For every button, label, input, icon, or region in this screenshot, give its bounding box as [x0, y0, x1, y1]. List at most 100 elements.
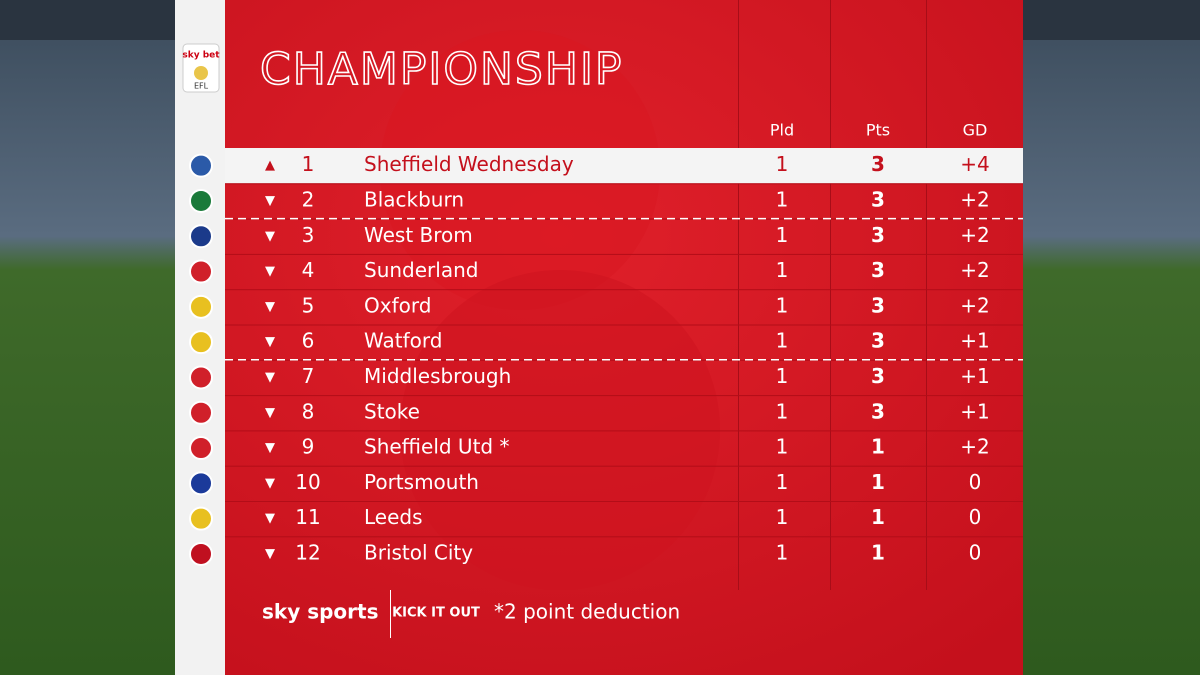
cell-pld: 1 — [776, 223, 789, 247]
team-name: Blackburn — [364, 187, 464, 211]
logo-text: sky bet — [182, 51, 220, 61]
position: 5 — [302, 293, 315, 317]
title: CHAMPIONSHIP — [260, 44, 623, 95]
team-name: Stoke — [364, 399, 420, 423]
cell-gd: 0 — [969, 505, 982, 529]
movement: ▼ — [265, 546, 275, 561]
cell-pld: 1 — [776, 152, 789, 176]
column-header: Pld — [770, 121, 794, 140]
cell-gd: +2 — [960, 223, 989, 247]
cell-pts: 3 — [871, 399, 885, 423]
team-badge — [189, 188, 213, 213]
cell-pts: 1 — [871, 435, 885, 459]
cell-pld: 1 — [776, 258, 789, 282]
position: 6 — [302, 329, 315, 353]
team-name: Middlesbrough — [364, 364, 511, 388]
team-badge — [189, 259, 213, 284]
cell-pts: 3 — [871, 223, 885, 247]
cell-pld: 1 — [776, 293, 789, 317]
cell-pld: 1 — [776, 540, 789, 564]
cell-pts: 3 — [871, 293, 885, 317]
team-badge — [189, 153, 213, 178]
row-highlight — [225, 148, 1023, 184]
team-badge — [189, 541, 213, 566]
cell-pld: 1 — [776, 470, 789, 494]
row-separator — [225, 430, 1023, 432]
cell-gd: +1 — [960, 364, 989, 388]
cell-gd: +4 — [960, 152, 989, 176]
team-name: West Brom — [364, 223, 473, 247]
cell-gd: +1 — [960, 399, 989, 423]
cell-pld: 1 — [776, 399, 789, 423]
divider — [830, 0, 831, 590]
movement: ▲ — [265, 158, 275, 173]
footer-divider — [390, 590, 391, 638]
team-badge — [189, 224, 213, 249]
movement: ▼ — [265, 511, 275, 526]
team-badge — [189, 400, 213, 425]
cell-pts: 3 — [871, 258, 885, 282]
position: 2 — [302, 187, 315, 211]
movement: ▼ — [265, 193, 275, 208]
panel-pattern — [400, 270, 720, 590]
table: Pld Pts GD ▲ 1 Sheffield Wednesday 1 3 +4 ▼ 2 Black… — [189, 121, 1023, 566]
logo-text: EFL — [194, 82, 209, 91]
row-separator — [225, 183, 1023, 185]
movement: ▼ — [265, 441, 275, 456]
cell-gd: +2 — [960, 293, 989, 317]
position: 9 — [302, 435, 315, 459]
footnote: *2 point deduction — [494, 600, 680, 624]
row-separator — [225, 359, 1023, 361]
team-name: Sheffield Utd * — [364, 435, 509, 459]
divider — [738, 0, 739, 590]
cell-pts: 1 — [871, 470, 885, 494]
cell-gd: 0 — [969, 470, 982, 494]
cell-gd: +2 — [960, 187, 989, 211]
column-header: GD — [963, 121, 988, 140]
team-name: Sheffield Wednesday — [364, 152, 574, 176]
movement: ▼ — [265, 229, 275, 244]
cell-pld: 1 — [776, 364, 789, 388]
team-name: Sunderland — [364, 258, 478, 282]
row-separator — [225, 324, 1023, 326]
row-separator — [225, 395, 1023, 397]
team-badge — [189, 330, 213, 355]
cell-pld: 1 — [776, 187, 789, 211]
team-badge — [189, 365, 213, 390]
team-badge — [189, 506, 213, 531]
position: 12 — [295, 540, 320, 564]
team-badge — [189, 471, 213, 496]
team-badge — [189, 436, 213, 461]
team-name: Leeds — [364, 505, 423, 529]
position: 11 — [295, 505, 320, 529]
cell-pld: 1 — [776, 329, 789, 353]
team-name: Portsmouth — [364, 470, 479, 494]
broadcaster-logo: sky sports — [262, 600, 379, 624]
cell-pts: 3 — [871, 364, 885, 388]
team-name: Oxford — [364, 293, 431, 317]
divider — [926, 0, 927, 590]
movement: ▼ — [265, 299, 275, 314]
logo-ball — [194, 66, 208, 80]
column-header: Pts — [866, 121, 890, 140]
cell-gd: +1 — [960, 329, 989, 353]
movement: ▼ — [265, 264, 275, 279]
position: 8 — [302, 399, 315, 423]
movement: ▼ — [265, 335, 275, 350]
movement: ▼ — [265, 370, 275, 385]
cell-gd: +2 — [960, 435, 989, 459]
row-separator — [225, 218, 1023, 220]
cell-gd: 0 — [969, 540, 982, 564]
team-name: Watford — [364, 329, 442, 353]
cell-pts: 1 — [871, 505, 885, 529]
row-separator — [225, 501, 1023, 502]
row-separator — [225, 253, 1023, 255]
cell-gd: +2 — [960, 258, 989, 282]
position: 1 — [302, 152, 315, 176]
cell-pts: 3 — [871, 152, 885, 176]
cell-pts: 3 — [871, 187, 885, 211]
cell-pld: 1 — [776, 435, 789, 459]
cell-pts: 1 — [871, 540, 885, 564]
campaign-logo: KICK IT OUT — [392, 606, 480, 621]
